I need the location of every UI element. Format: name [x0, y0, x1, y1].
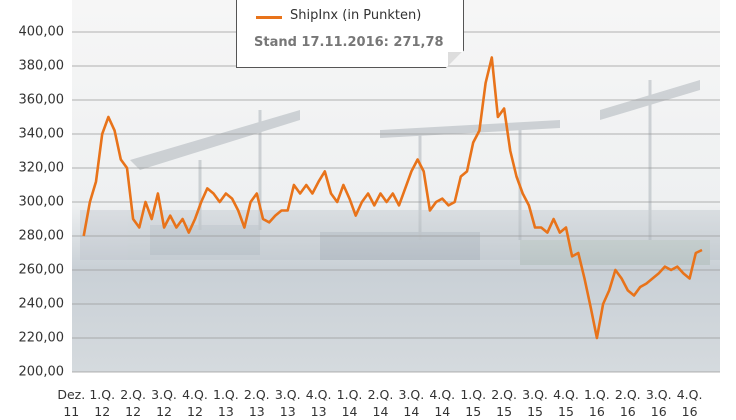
x-tick-label: 1.Q. 16	[584, 387, 610, 419]
x-tick-label: 1.Q. 14	[336, 387, 363, 419]
y-tick-label: 320,00	[19, 161, 65, 176]
x-tick-label: 1.Q. 12	[89, 387, 116, 419]
y-tick-label: 200,00	[19, 365, 65, 380]
annotation: Stand 17.11.2016: 271,78	[254, 35, 444, 50]
y-tick-label: 360,00	[19, 93, 65, 108]
port-silhouette	[80, 80, 720, 265]
data-line	[82, 56, 703, 340]
x-tick-label: 3.Q. 16	[645, 387, 672, 419]
y-tick-label: 300,00	[19, 195, 65, 210]
y-tick-label: 380,00	[19, 59, 65, 74]
x-tick-label: 4.Q. 12	[182, 387, 208, 419]
legend-label: ShipInx (in Punkten)	[290, 8, 422, 23]
x-tick-label: Dez. 11	[57, 387, 86, 419]
legend-swatch	[256, 16, 282, 19]
x-tick-label: 3.Q. 15	[522, 387, 548, 419]
y-tick-label: 340,00	[19, 127, 65, 142]
x-tick-label: 1.Q. 13	[213, 387, 239, 419]
x-tick-label: 2.Q. 15	[491, 387, 517, 419]
x-tick-label: 3.Q. 13	[274, 387, 301, 419]
y-tick-label: 280,00	[19, 229, 65, 244]
x-tick-label: 4.Q. 13	[305, 387, 332, 419]
x-tick-label: 4.Q. 15	[553, 387, 579, 419]
y-tick-label: 260,00	[19, 263, 65, 278]
x-tick-label: 4.Q. 14	[429, 387, 456, 419]
x-tick-label: 3.Q. 12	[151, 387, 177, 419]
x-tick-label: 2.Q. 12	[120, 387, 146, 419]
x-tick-label: 1.Q. 15	[460, 387, 487, 419]
x-tick-label: 2.Q. 14	[367, 387, 394, 419]
x-tick-label: 3.Q. 14	[398, 387, 425, 419]
x-tick-label: 2.Q. 16	[614, 387, 641, 419]
y-tick-label: 220,00	[19, 331, 65, 346]
x-tick-label: 4.Q. 16	[676, 387, 703, 419]
x-tick-label: 2.Q. 13	[243, 387, 270, 419]
y-tick-label: 400,00	[19, 25, 65, 40]
legend-box	[236, 0, 464, 68]
y-tick-label: 240,00	[19, 297, 65, 312]
